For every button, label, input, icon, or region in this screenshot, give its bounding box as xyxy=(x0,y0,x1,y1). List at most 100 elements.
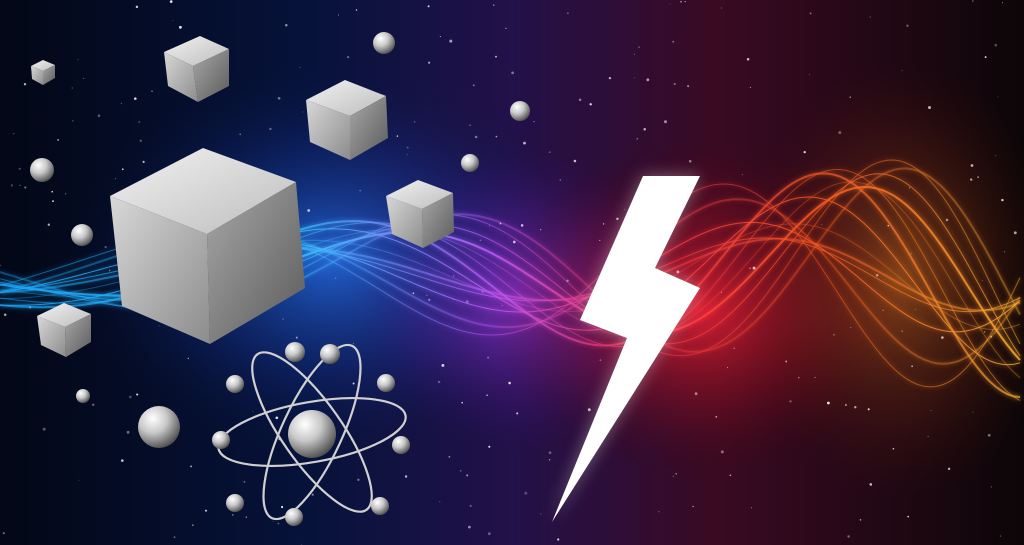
star xyxy=(624,208,626,210)
star xyxy=(984,56,987,59)
star xyxy=(646,78,650,82)
star xyxy=(158,325,160,327)
sphere-icon xyxy=(30,32,530,448)
star xyxy=(204,509,208,512)
star xyxy=(52,200,54,203)
star xyxy=(990,486,993,488)
star xyxy=(104,245,107,249)
star xyxy=(847,535,850,538)
star xyxy=(3,313,7,317)
star xyxy=(941,336,944,339)
star xyxy=(602,223,605,225)
star xyxy=(479,239,482,242)
star xyxy=(599,239,601,241)
star xyxy=(573,159,577,163)
star xyxy=(887,224,890,227)
star xyxy=(406,154,408,156)
star xyxy=(1004,251,1006,253)
cube-icon xyxy=(164,36,229,102)
cube-icon xyxy=(306,80,388,160)
star xyxy=(715,415,718,418)
star xyxy=(972,411,974,413)
star xyxy=(720,450,724,454)
star xyxy=(540,229,542,231)
star xyxy=(915,309,917,311)
star xyxy=(901,69,903,71)
star xyxy=(352,343,354,345)
star xyxy=(589,103,592,106)
star xyxy=(727,366,729,368)
star xyxy=(947,467,951,471)
star xyxy=(970,164,974,167)
star xyxy=(190,465,193,468)
star xyxy=(136,393,139,396)
star xyxy=(114,178,116,180)
star xyxy=(808,73,811,76)
star xyxy=(512,240,516,244)
star xyxy=(999,535,1002,537)
star xyxy=(47,223,50,226)
star xyxy=(548,459,551,461)
star xyxy=(439,501,441,503)
star xyxy=(269,127,272,131)
star xyxy=(869,16,871,18)
star xyxy=(83,77,85,79)
star xyxy=(338,14,339,16)
star xyxy=(511,71,514,75)
star xyxy=(694,392,698,396)
star xyxy=(826,401,830,405)
star xyxy=(633,77,635,79)
star xyxy=(23,83,27,86)
star xyxy=(906,24,909,27)
star xyxy=(24,186,27,189)
star xyxy=(746,57,750,61)
star xyxy=(335,277,337,279)
star xyxy=(428,298,431,302)
star xyxy=(138,121,141,123)
star xyxy=(489,225,490,227)
star xyxy=(302,111,304,113)
star xyxy=(608,76,612,80)
star xyxy=(10,184,14,187)
star xyxy=(245,516,247,518)
star xyxy=(281,505,284,509)
star xyxy=(71,87,73,89)
star xyxy=(672,475,674,477)
star xyxy=(859,519,862,521)
star xyxy=(0,264,1,267)
star xyxy=(495,55,497,58)
star xyxy=(983,331,986,333)
star xyxy=(688,159,692,163)
star xyxy=(1013,231,1017,235)
star xyxy=(232,514,234,516)
star xyxy=(520,224,524,227)
star xyxy=(128,395,132,399)
star xyxy=(77,59,79,61)
star xyxy=(524,491,528,495)
star xyxy=(733,347,735,350)
star xyxy=(277,522,280,525)
star xyxy=(427,5,430,8)
star xyxy=(664,120,667,124)
star xyxy=(466,474,469,477)
star xyxy=(187,357,189,360)
star xyxy=(587,408,591,412)
star xyxy=(468,525,471,529)
star xyxy=(505,27,507,30)
star xyxy=(91,403,95,407)
star xyxy=(559,179,561,181)
star xyxy=(72,120,74,122)
star xyxy=(78,479,80,481)
star xyxy=(192,524,194,526)
star xyxy=(121,168,124,171)
star xyxy=(135,5,139,9)
star xyxy=(299,66,301,68)
star xyxy=(396,135,399,137)
star xyxy=(928,106,931,109)
star xyxy=(487,532,491,536)
star xyxy=(1001,2,1004,4)
star xyxy=(803,150,806,154)
star xyxy=(616,217,619,221)
star xyxy=(428,61,431,64)
